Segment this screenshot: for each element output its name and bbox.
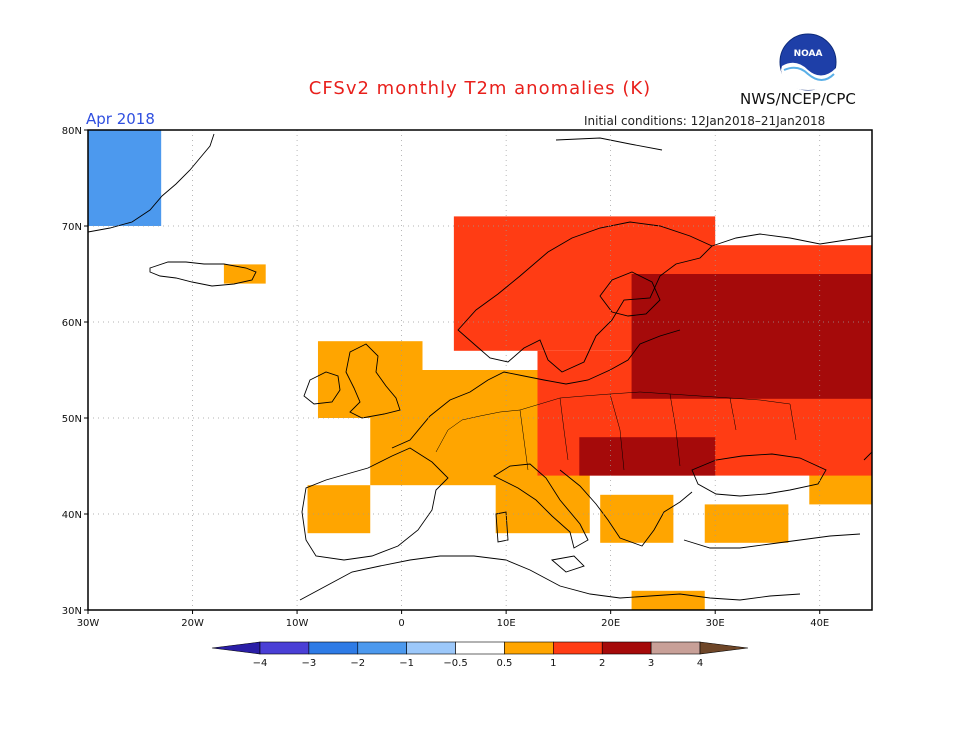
colorbar-bin [553,641,603,655]
colorbar-bin [308,641,359,655]
colorbar-bin [699,641,749,655]
colorbar-tick-label: −1 [399,658,414,669]
forecast-month-label: Apr 2018 [86,110,155,128]
lon-tick-label: 0 [398,618,404,629]
noaa-logo-icon: NOAA [779,33,837,91]
colorbar-tick-label: 2 [599,658,605,669]
colorbar-tick-label: −2 [350,658,365,669]
anomaly-region-iceland [223,264,266,284]
colorbar-bin [406,641,456,655]
colorbar-tick-label: 0.5 [496,658,512,669]
colorbar-bin [455,641,505,655]
colorbar-bin [211,641,261,655]
lat-tick-label: 70N [62,222,82,233]
colorbar-tick-label: 4 [697,658,703,669]
graticule [88,130,872,610]
lon-tick-label: 10E [497,618,516,629]
anomaly-region-north-africa [631,590,705,610]
lat-tick-label: 40N [62,510,82,521]
lon-tick-label: 20W [181,618,204,629]
lat-tick-label: 60N [62,318,82,329]
anomaly-region-pannonian [579,437,716,476]
colorbar-bin [357,641,407,655]
lat-tick-label: 50N [62,414,82,425]
colorbar-bin [259,641,310,655]
colorbar-tick-label: 1 [550,658,556,669]
latitude-axis: 80N 70N 60N 50N 40N 30N [62,126,88,617]
lon-tick-label: 10W [286,618,309,629]
colorbar-bin [504,641,554,655]
logo-text: NOAA [794,49,823,59]
lon-tick-label: 20E [601,618,620,629]
map-frame [87,129,873,611]
anomaly-region-balkans [600,494,674,543]
anomaly-region-greenland [88,130,162,226]
initial-conditions-label: Initial conditions: 12Jan2018–21Jan2018 [584,114,826,128]
agency-label: NWS/NCEP/CPC [740,90,856,108]
anomaly-layer [88,130,872,610]
coastline-layer [88,133,872,601]
anomaly-region-turkey [704,504,789,543]
lon-tick-label: 40E [810,618,829,629]
colorbar-bin [601,641,652,655]
colorbar-bin [650,641,701,655]
longitude-axis: 30W 20W 10W 0 10E 20E 30E 40E [77,610,829,629]
colorbar-tick-label: −4 [253,658,268,669]
colorbar-tick-label: −0.5 [443,658,467,669]
anomaly-region-russia-core [631,274,872,399]
colorbar: −4 −3 −2 −1 −0.5 0.5 1 2 3 4 [211,641,749,669]
colorbar-tick-label: −3 [302,658,317,669]
lat-tick-label: 30N [62,606,82,617]
anomaly-region-italy [495,466,590,534]
lon-tick-label: 30W [77,618,100,629]
colorbar-tick-label: 3 [648,658,654,669]
anomaly-region-iberia [307,485,371,534]
lon-tick-label: 30E [706,618,725,629]
map-area [88,130,872,610]
lat-tick-label: 80N [62,126,82,137]
chart-title: CFSv2 monthly T2m anomalies (K) [308,78,652,99]
